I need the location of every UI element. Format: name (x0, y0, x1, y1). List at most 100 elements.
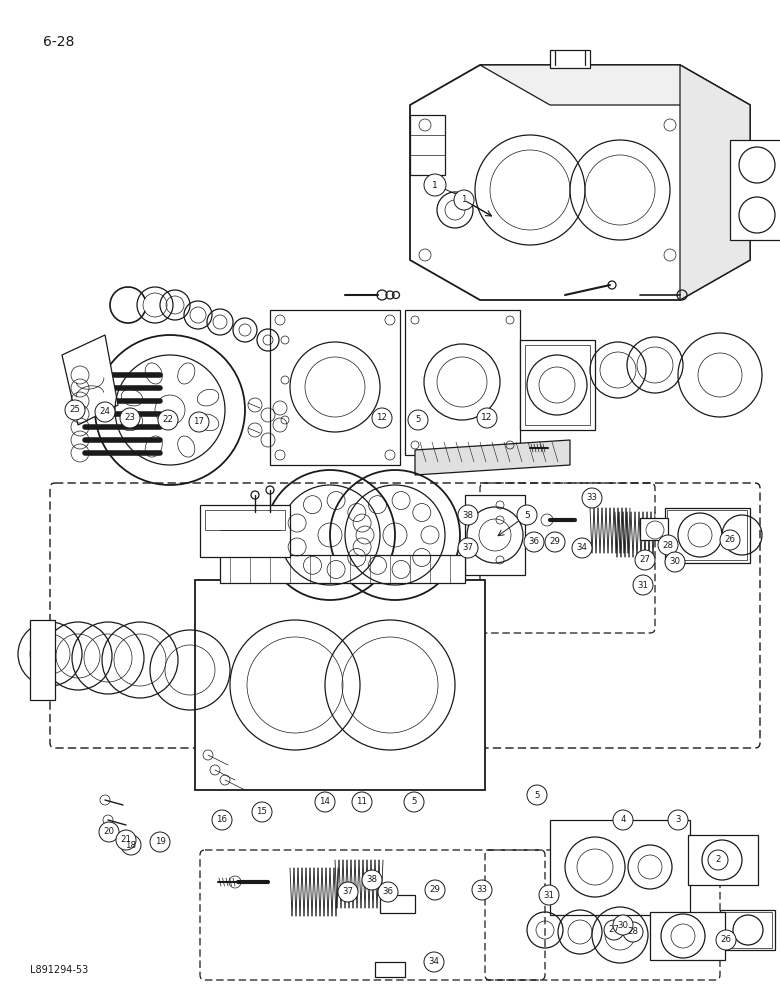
Text: 28: 28 (627, 928, 639, 936)
Bar (525, 345, 590, 425)
Circle shape (99, 822, 119, 842)
Circle shape (458, 538, 478, 558)
Text: 6-28: 6-28 (43, 35, 74, 49)
Bar (200, 505, 290, 557)
Text: 21: 21 (120, 836, 132, 844)
Circle shape (150, 832, 170, 852)
Bar (195, 580, 485, 790)
Text: 5: 5 (411, 798, 417, 806)
Circle shape (120, 408, 140, 428)
Circle shape (623, 922, 643, 942)
Bar (550, 820, 690, 915)
Text: 5: 5 (534, 790, 540, 800)
Text: 25: 25 (69, 406, 80, 414)
Text: 27: 27 (608, 926, 619, 934)
Circle shape (372, 408, 392, 428)
Text: 5: 5 (524, 510, 530, 520)
Circle shape (454, 190, 474, 210)
Bar (722, 912, 772, 948)
Bar (465, 495, 525, 575)
Circle shape (408, 410, 428, 430)
Text: 16: 16 (217, 816, 228, 824)
Bar (720, 910, 775, 950)
Circle shape (362, 870, 382, 890)
Polygon shape (480, 65, 750, 105)
Circle shape (720, 530, 740, 550)
Text: 23: 23 (125, 414, 136, 422)
Text: 1: 1 (432, 180, 438, 190)
Circle shape (252, 802, 272, 822)
Circle shape (582, 488, 602, 508)
Circle shape (116, 830, 136, 850)
Circle shape (472, 880, 492, 900)
Bar (665, 508, 750, 563)
Text: L891294-53: L891294-53 (30, 965, 88, 975)
Polygon shape (410, 65, 750, 300)
Text: 34: 34 (428, 958, 439, 966)
Text: 37: 37 (342, 888, 353, 896)
Bar (405, 310, 520, 455)
Circle shape (517, 505, 537, 525)
Circle shape (425, 880, 445, 900)
Text: 33: 33 (477, 886, 488, 894)
Text: 17: 17 (193, 418, 204, 426)
Circle shape (668, 810, 688, 830)
Text: 20: 20 (104, 828, 115, 836)
Bar (520, 340, 595, 430)
Circle shape (65, 400, 85, 420)
Polygon shape (415, 440, 570, 475)
Circle shape (613, 810, 633, 830)
Text: 5: 5 (415, 416, 420, 424)
Text: 31: 31 (544, 890, 555, 900)
Text: 31: 31 (637, 580, 648, 589)
Text: 27: 27 (640, 556, 651, 564)
Text: 36: 36 (382, 888, 393, 896)
Circle shape (635, 550, 655, 570)
Bar (270, 310, 400, 465)
Bar (410, 115, 445, 175)
Circle shape (378, 882, 398, 902)
Circle shape (352, 792, 372, 812)
Text: 28: 28 (662, 540, 673, 550)
Text: 18: 18 (126, 840, 136, 850)
Bar (380, 895, 415, 913)
Text: 12: 12 (377, 414, 388, 422)
Text: 26: 26 (725, 536, 736, 544)
Bar (375, 962, 405, 977)
Circle shape (477, 408, 497, 428)
Text: 15: 15 (257, 808, 268, 816)
Bar (220, 555, 465, 583)
Circle shape (95, 402, 115, 422)
Text: 14: 14 (320, 798, 331, 806)
Text: 30: 30 (669, 558, 680, 566)
Bar (650, 912, 725, 960)
Circle shape (545, 532, 565, 552)
Text: 12: 12 (481, 414, 493, 422)
Text: 38: 38 (367, 876, 378, 884)
Circle shape (189, 412, 209, 432)
Circle shape (212, 810, 232, 830)
Circle shape (527, 785, 547, 805)
Text: 24: 24 (100, 408, 111, 416)
Text: 30: 30 (618, 920, 629, 930)
Circle shape (658, 535, 678, 555)
Text: 1: 1 (461, 196, 466, 205)
Circle shape (424, 174, 446, 196)
Circle shape (338, 882, 358, 902)
Circle shape (604, 920, 624, 940)
Circle shape (524, 532, 544, 552)
Text: 11: 11 (356, 798, 367, 806)
Bar (30, 620, 55, 700)
Circle shape (315, 792, 335, 812)
Bar (667, 510, 747, 560)
Circle shape (404, 792, 424, 812)
Text: 36: 36 (529, 538, 540, 546)
Text: 34: 34 (576, 544, 587, 552)
Circle shape (716, 930, 736, 950)
Bar (640, 518, 668, 540)
Circle shape (158, 410, 178, 430)
Bar (730, 140, 780, 240)
Polygon shape (680, 65, 750, 300)
Text: 37: 37 (463, 544, 473, 552)
Circle shape (708, 850, 728, 870)
